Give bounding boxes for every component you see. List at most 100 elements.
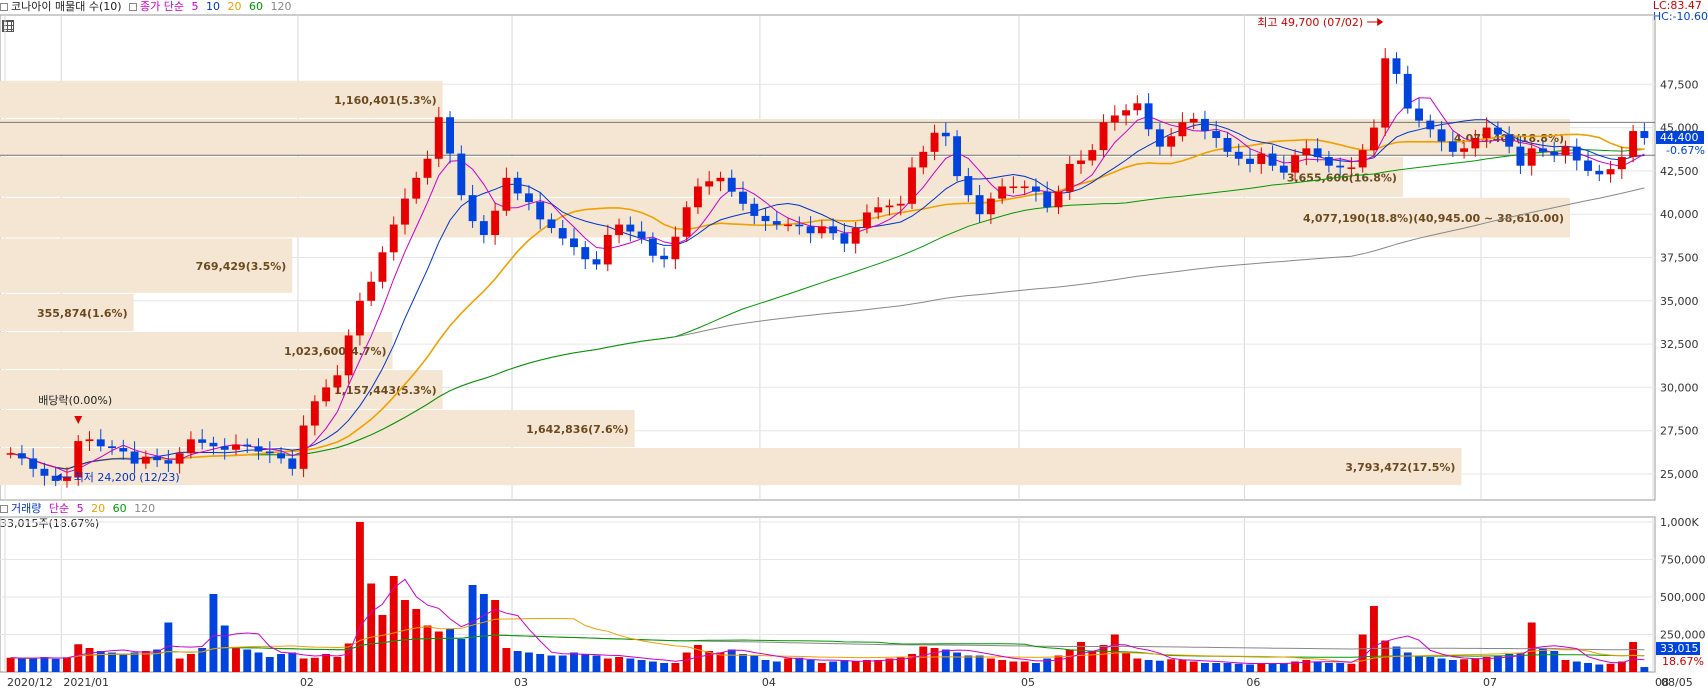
- current-volume-tag: [1656, 642, 1700, 656]
- volume-bar: [1572, 661, 1581, 672]
- volume-bar: [446, 628, 454, 672]
- lc-readout: LC:83.47: [1652, 0, 1702, 12]
- volume-bar: [96, 651, 105, 672]
- candle-body: [1189, 118, 1198, 123]
- volume-bar: [1167, 659, 1176, 672]
- candle-body: [1347, 167, 1356, 169]
- volume-bar: [288, 652, 297, 672]
- candle-body: [986, 198, 995, 215]
- candle-body: [750, 203, 759, 216]
- volume-bar: [930, 648, 939, 672]
- volume-bar: [232, 648, 240, 672]
- candle-body: [1572, 146, 1581, 161]
- volume-bar: [74, 644, 83, 672]
- candle-body: [885, 205, 894, 208]
- grid-toggle-icon[interactable]: [2, 20, 14, 32]
- volume-profile-label: 1,023,600(4.7%): [284, 345, 387, 358]
- candle-body: [1448, 141, 1457, 152]
- volume-bar: [716, 652, 725, 672]
- volume-profile-label: 4,077,190(18.8%)(40,945.00 ~ 38,610.00): [1303, 212, 1564, 225]
- volume-bar: [1077, 642, 1085, 672]
- volume-bar: [378, 615, 387, 672]
- volume-ma-60-line: [10, 634, 1645, 659]
- ma-5-line: [10, 97, 1645, 473]
- candle-body: [1392, 58, 1401, 74]
- volume-ma-20-line: [10, 618, 1645, 663]
- candle-body: [930, 132, 939, 152]
- y-tick-label: 42,500: [1660, 165, 1699, 178]
- candle-body: [626, 224, 635, 232]
- candle-body: [1054, 191, 1063, 208]
- volume-bar: [434, 631, 443, 672]
- volume-bar: [1246, 664, 1254, 672]
- candle-body: [1257, 153, 1266, 164]
- volume-bar: [806, 660, 815, 672]
- volume-bar: [908, 654, 916, 672]
- candle-body: [423, 158, 432, 178]
- candle-body: [6, 453, 15, 455]
- y-tick-label: 30,000: [1660, 381, 1699, 394]
- volume-profile-label: 3,655,606(16.8%): [1287, 171, 1397, 184]
- x-tick-label: 05: [1021, 676, 1035, 689]
- candle-body: [74, 441, 83, 478]
- x-tick-label: 04: [762, 676, 776, 689]
- candle-body: [1550, 151, 1559, 156]
- volume-profile-bar: [0, 293, 134, 331]
- volume-bar: [1550, 651, 1559, 672]
- candle-body: [840, 233, 849, 244]
- low-price-annotation: 최저 24,200 (12/23): [74, 471, 180, 484]
- candle-body: [502, 177, 511, 211]
- candle-body: [1212, 131, 1221, 138]
- candle-body: [1539, 148, 1547, 152]
- volume-tick-label: 250,000: [1660, 629, 1706, 642]
- candle-body: [322, 387, 331, 402]
- volume-tick-label: 750,000: [1660, 554, 1706, 567]
- volume-bar: [1031, 663, 1040, 672]
- candle-body: [1460, 148, 1469, 152]
- candle-body: [119, 448, 128, 452]
- candle-body: [1516, 146, 1525, 166]
- volume-bar: [1324, 663, 1333, 672]
- candle-body: [243, 444, 252, 447]
- ma-title: 종가 단순: [140, 0, 185, 13]
- legend-box-icon: [0, 505, 8, 513]
- candle-body: [896, 203, 905, 206]
- volume-bar: [186, 654, 195, 672]
- volume-bar: [829, 661, 838, 672]
- candle-body: [1595, 170, 1604, 175]
- candle-body: [727, 177, 736, 192]
- volume-tick-label: 500,000: [1660, 591, 1706, 604]
- candle-body: [254, 446, 263, 452]
- volume-bar: [254, 652, 263, 672]
- volume-profile-bar: [0, 197, 1570, 238]
- volume-bar: [1336, 663, 1345, 672]
- volume-bar: [1201, 663, 1209, 672]
- candle-body: [153, 456, 162, 461]
- candle-body: [130, 451, 139, 464]
- volume-profile-label: 1,157,443(5.3%): [334, 384, 437, 397]
- x-tick-label: 03: [514, 676, 528, 689]
- volume-bar: [964, 655, 973, 672]
- candle-body: [17, 453, 26, 459]
- candle-body: [310, 401, 319, 426]
- candle-body: [1629, 131, 1638, 158]
- dividend-annotation: 배당락(0.00%): [38, 394, 112, 407]
- candle-body: [547, 219, 556, 229]
- volume-bar: [344, 643, 353, 672]
- ma-10-line: [10, 119, 1645, 470]
- volume-bar: [220, 625, 229, 672]
- volume-bar: [660, 663, 669, 672]
- candle-body: [1403, 73, 1412, 109]
- volume-bar: [423, 625, 432, 672]
- candle-body: [220, 446, 229, 450]
- candle-body: [1246, 158, 1254, 164]
- candle-body: [874, 207, 883, 213]
- candle-body: [1009, 186, 1018, 188]
- volume-bar: [986, 658, 995, 672]
- candle-body: [581, 247, 590, 260]
- ma-period-120: 120: [270, 0, 292, 13]
- volume-bar: [1482, 657, 1491, 672]
- candle-body: [1302, 148, 1311, 156]
- volume-bar: [648, 661, 657, 672]
